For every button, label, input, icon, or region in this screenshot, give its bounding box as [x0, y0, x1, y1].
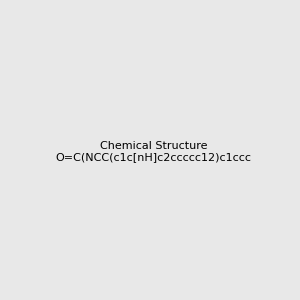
Text: Chemical Structure
O=C(NCC(c1c[nH]c2ccccc12)c1ccc: Chemical Structure O=C(NCC(c1c[nH]c2cccc… [56, 141, 252, 162]
